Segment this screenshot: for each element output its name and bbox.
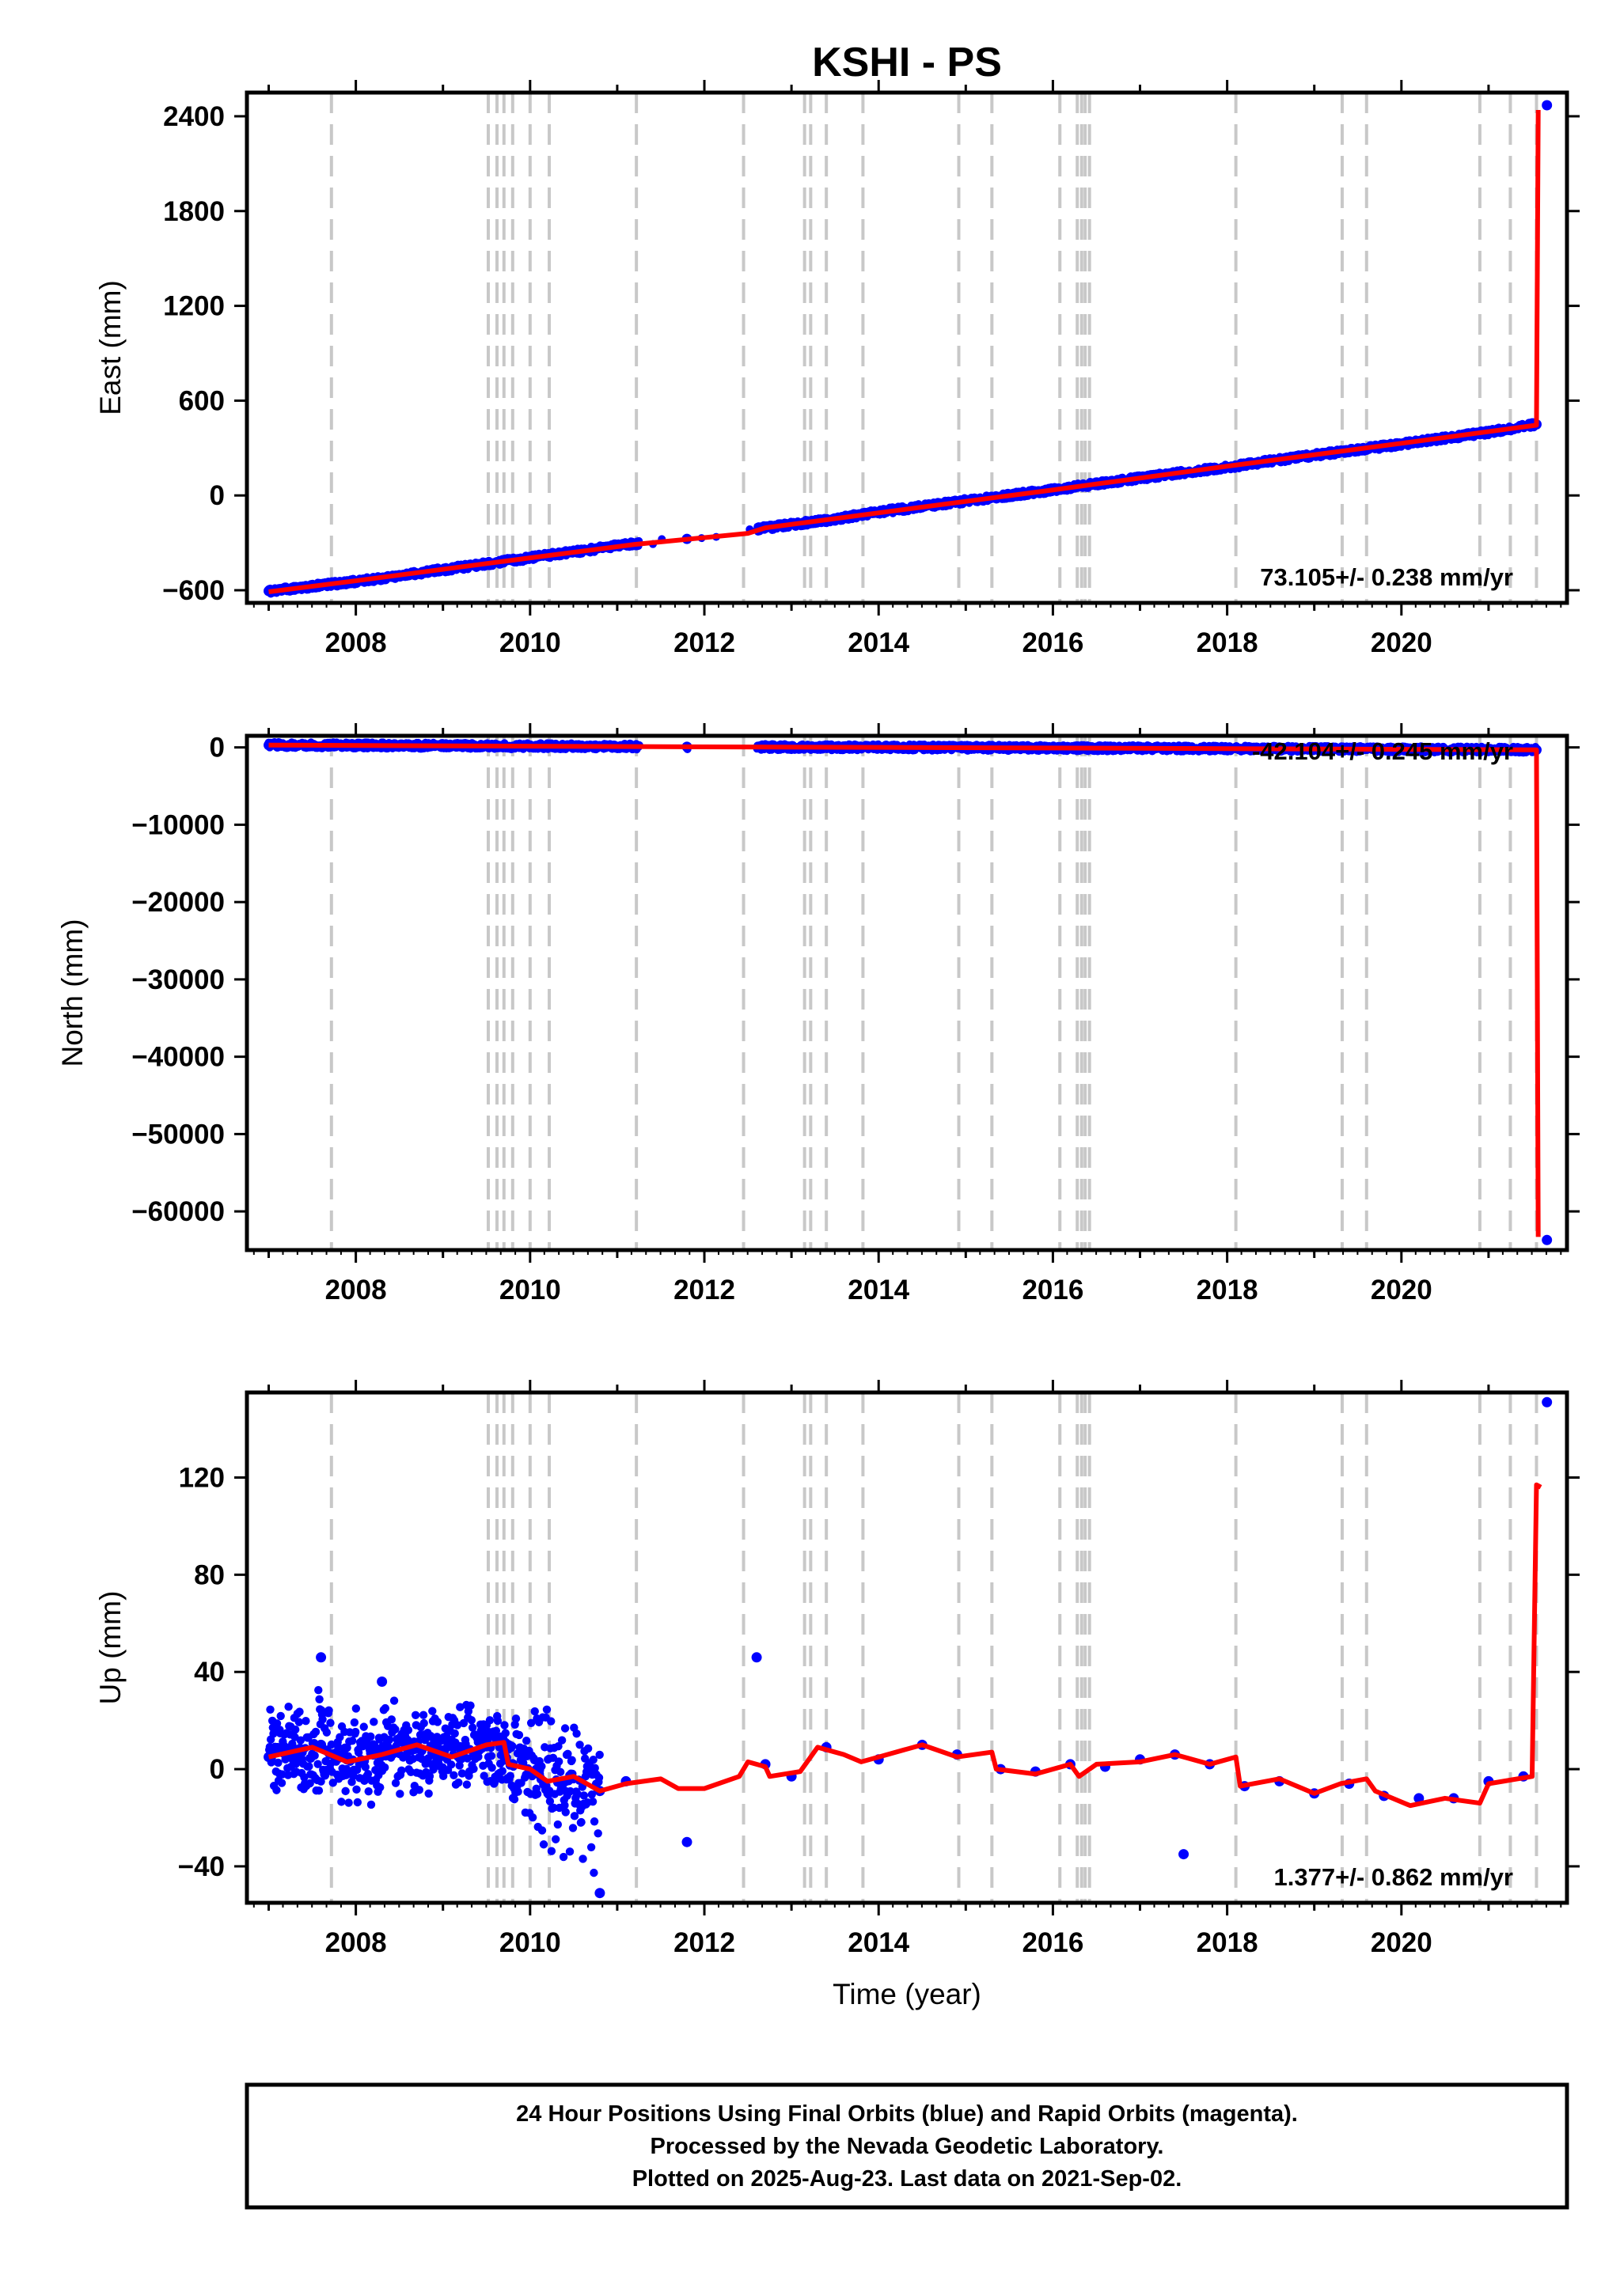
- up-observation-point: [291, 1725, 300, 1734]
- up-observation-point: [349, 1771, 358, 1780]
- up-plot-area: [247, 1392, 1567, 1903]
- up-observation-point: [351, 1704, 361, 1713]
- east-panel: −600 0 600 1200 1800 2400 2008 2010 2012 2014 2016…: [94, 80, 1580, 658]
- up-observation-point: [276, 1711, 285, 1721]
- up-observation-point: [284, 1702, 293, 1711]
- up-observation-point: [352, 1785, 361, 1794]
- east-x-tick-label: 2014: [848, 627, 909, 658]
- north-y-tick-label: −10000: [131, 809, 225, 840]
- north-panel: −60000 −50000 −40000 −30000 −20000 −10000 0 200…: [56, 723, 1580, 1305]
- up-observation-point: [266, 1705, 275, 1714]
- up-observation-point: [310, 1751, 319, 1760]
- east-x-tick-label: 2016: [1022, 627, 1083, 658]
- up-observation-point: [328, 1779, 337, 1787]
- up-observation-point: [315, 1695, 324, 1703]
- east-y-tick-label: 1800: [163, 196, 225, 227]
- up-observation-point: [334, 1743, 343, 1752]
- north-y-tick-label: −30000: [131, 964, 225, 995]
- up-observation-point: [343, 1743, 351, 1752]
- east-plot-area: [247, 93, 1567, 603]
- north-data-point: [1542, 1234, 1553, 1245]
- east-x-tick-label: 2012: [673, 627, 735, 658]
- east-model-line: [268, 109, 1541, 594]
- east-y-tick-label: 2400: [163, 101, 225, 132]
- up-observation-point: [324, 1706, 333, 1715]
- up-observation-point: [354, 1748, 363, 1757]
- up-observation-point: [300, 1773, 309, 1782]
- up-observation-point: [274, 1758, 283, 1767]
- up-observation-point: [341, 1786, 350, 1796]
- up-observation-point: [337, 1798, 346, 1806]
- up-observation-point: [311, 1727, 321, 1737]
- up-observation-point: [305, 1762, 313, 1771]
- east-rate-annotation: 73.105+/- 0.238 mm/yr: [1260, 563, 1513, 591]
- up-observation-point: [269, 1729, 278, 1738]
- north-x-tick-label: 2010: [499, 1275, 561, 1305]
- east-y-tick-label: 0: [210, 480, 225, 511]
- north-y-tick-label: 0: [210, 733, 225, 763]
- north-plot-area: [247, 736, 1567, 1250]
- north-rate-annotation: -42.104+/- 0.245 mm/yr: [1252, 737, 1513, 765]
- up-observation-point: [347, 1778, 356, 1786]
- north-x-tick-label: 2012: [673, 1275, 735, 1305]
- north-y-tick-label: −20000: [131, 887, 225, 918]
- east-x-tick-label: 2010: [499, 627, 561, 658]
- east-data-point: [1542, 100, 1553, 111]
- east-y-tick-label: 600: [179, 385, 225, 416]
- up-observation-point: [327, 1740, 336, 1749]
- up-observation-point: [326, 1718, 335, 1727]
- up-observation-point: [295, 1707, 304, 1716]
- north-x-tick-label: 2020: [1371, 1275, 1432, 1305]
- up-observation-point: [348, 1736, 357, 1745]
- east-y-tick-label: −600: [162, 575, 225, 606]
- north-y-tick-label: −50000: [131, 1119, 225, 1150]
- north-model-line: [268, 742, 1541, 1237]
- north-x-tick-label: 2018: [1197, 1275, 1258, 1305]
- up-observation-point: [314, 1786, 324, 1795]
- up-observation-point: [313, 1760, 322, 1768]
- north-x-tick-label: 2014: [848, 1275, 909, 1305]
- north-y-tick-label: −40000: [131, 1042, 225, 1073]
- up-observation-point: [302, 1717, 310, 1726]
- up-observation-point: [351, 1727, 360, 1737]
- up-observation-point: [272, 1786, 281, 1794]
- up-observation-point: [350, 1718, 359, 1727]
- up-observation-point: [336, 1733, 344, 1741]
- up-observation-point: [294, 1718, 304, 1726]
- up-observation-point: [344, 1798, 353, 1807]
- up-observation-point: [296, 1736, 305, 1745]
- north-x-tick-label: 2008: [325, 1275, 387, 1305]
- up-observation-point: [317, 1777, 325, 1786]
- up-observation-point: [277, 1779, 286, 1787]
- east-y-tick-label: 1200: [163, 291, 225, 322]
- up-observation-point: [322, 1728, 332, 1737]
- up-observation-point: [305, 1779, 314, 1788]
- north-x-tick-label: 2016: [1022, 1275, 1083, 1305]
- up-observation-point: [318, 1715, 327, 1724]
- east-y-axis-label: East (mm): [94, 280, 127, 415]
- chart-title: KSHI - PS: [812, 40, 1002, 85]
- up-observation-point: [353, 1798, 362, 1807]
- up-observation-point: [272, 1719, 282, 1728]
- up-observation-point: [314, 1685, 323, 1695]
- north-y-tick-label: −60000: [131, 1196, 225, 1227]
- east-x-tick-label: 2008: [325, 627, 387, 658]
- east-x-tick-label: 2020: [1371, 627, 1432, 658]
- east-x-tick-label: 2018: [1197, 627, 1258, 658]
- north-y-axis-label: North (mm): [56, 919, 89, 1067]
